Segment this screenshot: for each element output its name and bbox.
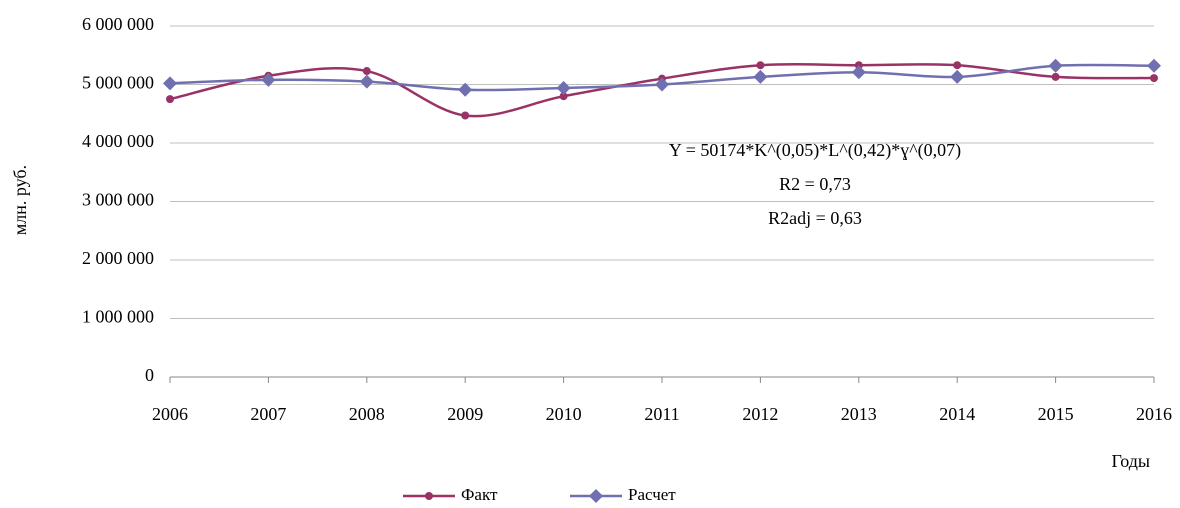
marker [261,72,276,87]
marker [556,81,571,96]
x-tick-label: 2006 [152,404,188,424]
marker [359,74,374,89]
x-tick-label: 2011 [644,404,679,424]
marker [950,69,965,84]
marker [559,92,568,101]
y-tick-label: 1 000 000 [82,307,154,327]
y-tick-label: 0 [145,365,154,385]
series-line [169,62,1155,118]
legend-item: Расчет [570,485,676,504]
x-tick-label: 2016 [1136,404,1172,424]
x-tick-label: 2015 [1038,404,1074,424]
y-tick-label: 3 000 000 [82,190,154,210]
x-tick-label: 2014 [939,404,975,424]
marker [1048,58,1063,73]
legend-label: Расчет [628,485,676,504]
marker [753,69,768,84]
marker [854,61,863,70]
marker [589,489,603,503]
marker [1051,72,1060,81]
annotation: Y = 50174*K^(0,05)*L^(0,42)*ɣ^(0,07) [669,140,961,161]
marker [458,82,473,97]
x-tick-label: 2010 [546,404,582,424]
marker [756,61,765,70]
marker [362,67,371,76]
annotation: R2adj = 0,63 [768,208,862,228]
x-tick-label: 2013 [841,404,877,424]
marker [166,95,174,104]
marker [953,61,962,70]
annotation: R2 = 0,73 [779,174,851,194]
x-axis-label: Годы [1111,451,1150,471]
marker [655,77,669,92]
y-tick-label: 6 000 000 [82,14,154,34]
marker [1150,74,1158,83]
marker [851,65,866,80]
x-tick-label: 2012 [742,404,778,424]
x-tick-label: 2009 [447,404,483,424]
marker [163,76,177,91]
legend-item: Факт [403,485,498,504]
marker [425,492,433,500]
y-tick-label: 5 000 000 [82,73,154,93]
marker [1147,58,1161,73]
legend-label: Факт [461,485,498,504]
y-tick-label: 4 000 000 [82,131,154,151]
x-tick-label: 2008 [349,404,385,424]
x-tick-label: 2007 [250,404,286,424]
y-tick-label: 2 000 000 [82,248,154,268]
marker [461,111,470,120]
y-axis-label: млн. руб. [10,165,30,235]
